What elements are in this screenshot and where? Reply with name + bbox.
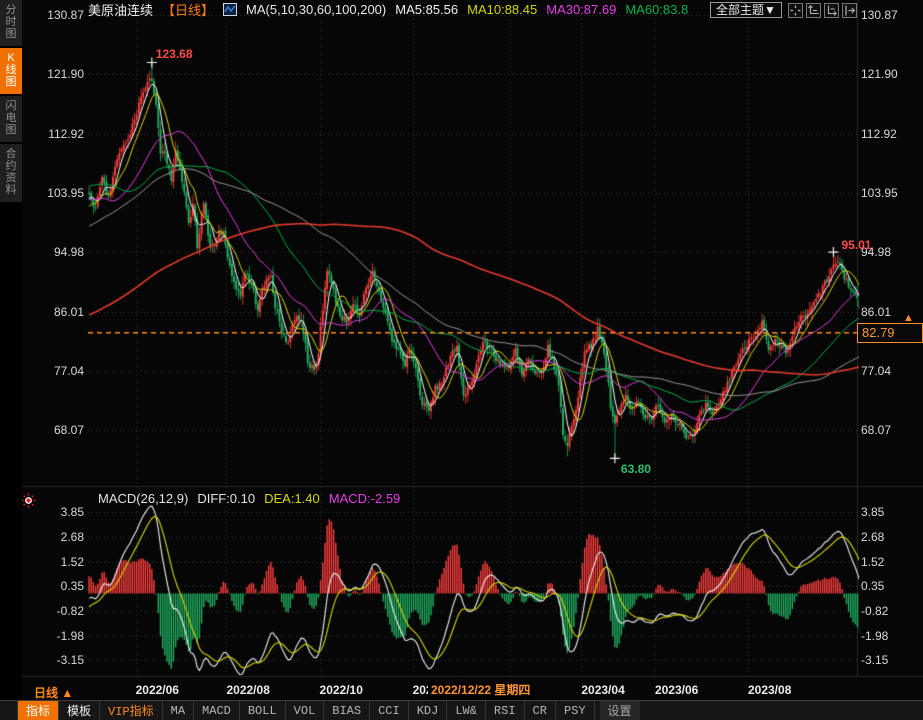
macd-dea-value: DEA:1.40 <box>264 491 320 506</box>
chart-tool-buttons <box>788 3 857 18</box>
ma-values: MA5:85.56 MA10:88.45 MA30:87.69 MA60:83.8 <box>395 2 688 17</box>
indicator-alert-icon[interactable] <box>21 493 36 508</box>
toolbar-tab-VIP指标[interactable]: VIP指标 <box>100 701 163 720</box>
period-selector[interactable]: 日线 ▲ <box>34 684 73 701</box>
toolbar-tab-MA[interactable]: MA <box>163 701 194 720</box>
x-axis-month-label: 2023/08 <box>748 683 791 697</box>
ma-value-0: MA5:85.56 <box>395 2 458 17</box>
sidebar-tab-1[interactable]: K线图 <box>0 48 22 94</box>
right-axis-tick: 2.68 <box>861 530 921 544</box>
toolbar-tab-LW&[interactable]: LW& <box>447 701 486 720</box>
chart-legend: 美原油连续 【日线】 MA(5,10,30,60,100,200) MA5:85… <box>88 2 688 17</box>
right-axis-tick: 130.87 <box>861 8 921 22</box>
right-axis-tick: 112.92 <box>861 127 921 141</box>
toolbar-tab-设置[interactable]: 设置 <box>600 701 640 720</box>
indicator-toolbar: 指标模板VIP指标MAMACDBOLLVOLBIASCCIKDJLW&RSICR… <box>0 700 923 720</box>
toolbar-tab-指标[interactable]: 指标 <box>18 701 59 720</box>
period-tag: 【日线】 <box>162 0 214 19</box>
toolbar-spacer <box>0 701 18 720</box>
right-axis-tick: -3.15 <box>861 653 921 667</box>
sidebar-tab-2[interactable]: 闪电图 <box>0 96 22 142</box>
axis-zoom-left-icon[interactable] <box>806 3 821 18</box>
right-axis-tick: 103.95 <box>861 186 921 200</box>
toolbar-tab-VOL[interactable]: VOL <box>286 701 325 720</box>
toolbar-tab-模板[interactable]: 模板 <box>59 701 100 720</box>
view-sidebar: 分时图K线图闪电图合约资料 <box>0 0 22 720</box>
axis-zoom-right-icon[interactable] <box>824 3 839 18</box>
collapse-right-icon[interactable] <box>842 3 857 18</box>
toolbar-tab-BOLL[interactable]: BOLL <box>240 701 286 720</box>
high-annotation-2023: 95.01 <box>841 238 871 252</box>
toolbar-tab-MACD[interactable]: MACD <box>194 701 240 720</box>
ma-params-label: MA(5,10,30,60,100,200) <box>246 2 386 17</box>
right-axis-tick: -1.98 <box>861 629 921 643</box>
x-axis-month-label: 2023/06 <box>655 683 698 697</box>
instrument-title: 美原油连续 <box>88 0 153 19</box>
macd-title: MACD(26,12,9) <box>98 491 188 506</box>
right-axis-tick: 77.04 <box>861 364 921 378</box>
ma-value-2: MA30:87.69 <box>546 2 616 17</box>
toolbar-tab-RSI[interactable]: RSI <box>486 701 525 720</box>
x-axis-month-label: 2022/06 <box>136 683 179 697</box>
sidebar-tab-3[interactable]: 合约资料 <box>0 144 22 202</box>
x-axis-month-label: 2022/10 <box>320 683 363 697</box>
macd-legend: MACD(26,12,9) DIFF:0.10 DEA:1.40 MACD:-2… <box>98 491 400 506</box>
low-annotation-2023: 63.80 <box>621 462 651 476</box>
move-crosshair-icon[interactable] <box>788 3 803 18</box>
theme-dropdown-button[interactable]: 全部主题▼ <box>710 2 782 18</box>
toolbar-tab-BIAS[interactable]: BIAS <box>324 701 370 720</box>
high-annotation-2022: 123.68 <box>156 47 193 61</box>
right-axis-tick: 1.52 <box>861 555 921 569</box>
right-axis-tick: 3.85 <box>861 505 921 519</box>
current-price-tag: 82.79 <box>857 323 923 343</box>
toolbar-tab-KDJ[interactable]: KDJ <box>409 701 448 720</box>
toolbar-tab-CCI[interactable]: CCI <box>370 701 409 720</box>
top-controls: 全部主题▼ <box>710 2 857 18</box>
macd-macd-value: MACD:-2.59 <box>329 491 401 506</box>
macd-diff-value: DIFF:0.10 <box>197 491 255 506</box>
x-axis-month-label: 2023/04 <box>581 683 624 697</box>
ma-value-1: MA10:88.45 <box>467 2 537 17</box>
right-axis-tick: 68.07 <box>861 423 921 437</box>
toolbar-tab-CR[interactable]: CR <box>525 701 556 720</box>
x-axis-month-label: 2022/08 <box>226 683 269 697</box>
toolbar-tab-PSY[interactable]: PSY <box>556 701 595 720</box>
ma-value-3: MA60:83.8 <box>625 2 688 17</box>
right-axis-tick: -0.82 <box>861 604 921 618</box>
right-axis-tick: 0.35 <box>861 579 921 593</box>
right-axis-tick: 121.90 <box>861 67 921 81</box>
kline-chart-icon <box>223 3 237 16</box>
price-chart-canvas[interactable] <box>0 0 923 720</box>
sidebar-tab-0[interactable]: 分时图 <box>0 0 22 46</box>
kline-chart-app: 分时图K线图闪电图合约资料 美原油连续 【日线】 MA(5,10,30,60,1… <box>0 0 923 720</box>
crosshair-date-box: 2022/12/22 星期四 <box>428 682 535 699</box>
